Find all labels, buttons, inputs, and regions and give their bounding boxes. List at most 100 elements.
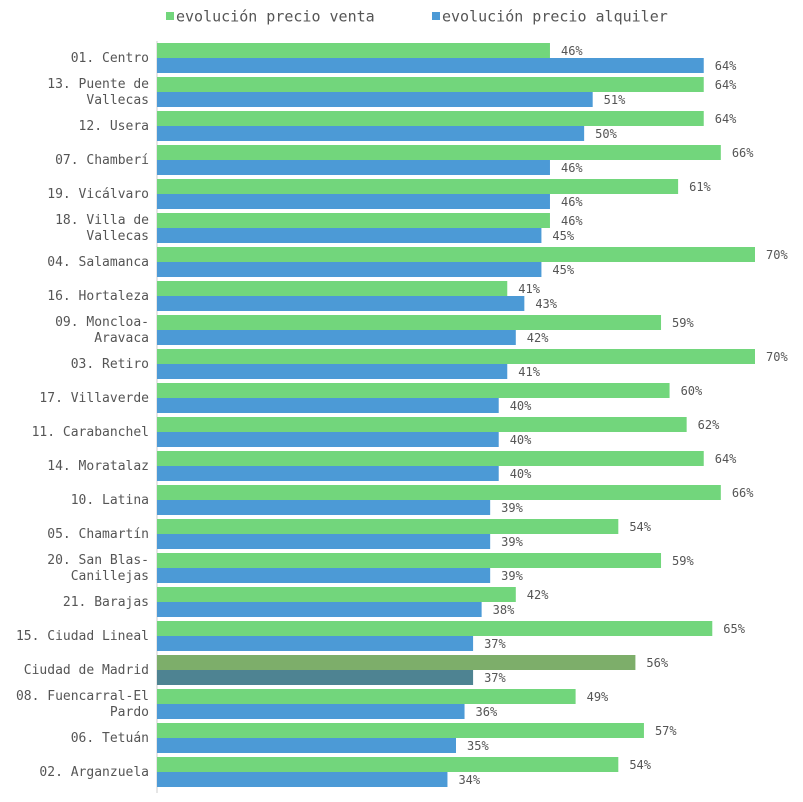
bar [157, 111, 704, 126]
bar [157, 58, 704, 73]
category-label: 19. Vicálvaro [47, 187, 149, 202]
bar [157, 485, 721, 500]
category-label: 15. Ciudad Lineal [16, 629, 149, 644]
category-label: 07. Chamberí [55, 153, 149, 168]
bar [157, 179, 679, 194]
bar [157, 432, 499, 447]
bar [157, 417, 687, 432]
value-label: 50% [595, 127, 617, 141]
bar [157, 296, 525, 311]
value-label: 64% [715, 59, 737, 73]
bar [157, 655, 636, 670]
bar [157, 262, 542, 277]
bar [157, 451, 704, 466]
value-label: 46% [561, 195, 583, 209]
value-label: 64% [715, 78, 737, 92]
value-label: 66% [732, 146, 754, 160]
value-label: 62% [698, 418, 720, 432]
bar [157, 723, 644, 738]
value-label: 70% [766, 248, 788, 262]
bar [157, 636, 474, 651]
value-label: 41% [518, 282, 540, 296]
value-label: 36% [476, 705, 498, 719]
category-label: 20. San Blas-Canillejas [47, 553, 149, 584]
value-label: 35% [467, 739, 489, 753]
bar [157, 466, 499, 481]
value-label: 39% [501, 535, 523, 549]
bar [157, 519, 619, 534]
category-label: 04. Salamanca [47, 255, 149, 270]
bar [157, 772, 448, 787]
legend-swatch [166, 12, 174, 20]
bar [157, 670, 474, 685]
value-label: 54% [629, 520, 651, 534]
bar [157, 738, 456, 753]
value-label: 42% [527, 588, 549, 602]
bar [157, 247, 755, 262]
category-label: 09. Moncloa-Aravaca [55, 315, 149, 346]
value-label: 46% [561, 214, 583, 228]
value-label: 51% [604, 93, 626, 107]
value-label: 41% [518, 365, 540, 379]
bar [157, 194, 550, 209]
bar [157, 160, 550, 175]
category-label: 18. Villa de Vallecas [55, 213, 149, 244]
bar [157, 553, 662, 568]
bar [157, 43, 550, 58]
bar [157, 500, 491, 515]
category-label: Ciudad de Madrid [24, 663, 149, 678]
bar [157, 689, 576, 704]
bar [157, 92, 593, 107]
value-label: 45% [552, 229, 574, 243]
bar [157, 315, 662, 330]
category-label: 14. Moratalaz [47, 459, 149, 474]
value-label: 54% [629, 758, 651, 772]
bar [157, 568, 491, 583]
value-label: 66% [732, 486, 754, 500]
bar [157, 398, 499, 413]
value-label: 57% [655, 724, 677, 738]
value-label: 59% [672, 316, 694, 330]
bar [157, 757, 619, 772]
value-label: 46% [561, 44, 583, 58]
bar [157, 704, 465, 719]
category-label: 16. Hortaleza [47, 289, 149, 304]
value-label: 46% [561, 161, 583, 175]
value-label: 64% [715, 112, 737, 126]
bar [157, 228, 542, 243]
bar [157, 534, 491, 549]
value-label: 40% [510, 433, 532, 447]
category-label: 02. Arganzuela [39, 765, 149, 780]
value-label: 42% [527, 331, 549, 345]
bar [157, 213, 550, 228]
category-label: 01. Centro [71, 51, 149, 66]
category-label: 05. Chamartín [47, 527, 149, 542]
value-label: 37% [484, 671, 506, 685]
value-label: 37% [484, 637, 506, 651]
value-label: 45% [552, 263, 574, 277]
bar [157, 77, 704, 92]
value-label: 59% [672, 554, 694, 568]
value-label: 38% [493, 603, 515, 617]
value-label: 34% [458, 773, 480, 787]
legend-label: evolución precio venta [176, 8, 375, 26]
category-label: 11. Carabanchel [32, 425, 149, 440]
category-label: 13. Puente de Vallecas [47, 77, 149, 108]
value-label: 60% [681, 384, 703, 398]
bar [157, 330, 516, 345]
category-label: 03. Retiro [71, 357, 149, 372]
bar [157, 587, 516, 602]
bar [157, 145, 721, 160]
category-label: 12. Usera [79, 119, 149, 134]
bar [157, 364, 508, 379]
category-label: 17. Villaverde [39, 391, 149, 406]
legend-label: evolución precio alquiler [442, 8, 668, 26]
value-label: 70% [766, 350, 788, 364]
bar [157, 602, 482, 617]
category-label: 10. Latina [71, 493, 149, 508]
value-label: 39% [501, 501, 523, 515]
bar [157, 621, 713, 636]
value-label: 49% [587, 690, 609, 704]
value-label: 40% [510, 399, 532, 413]
